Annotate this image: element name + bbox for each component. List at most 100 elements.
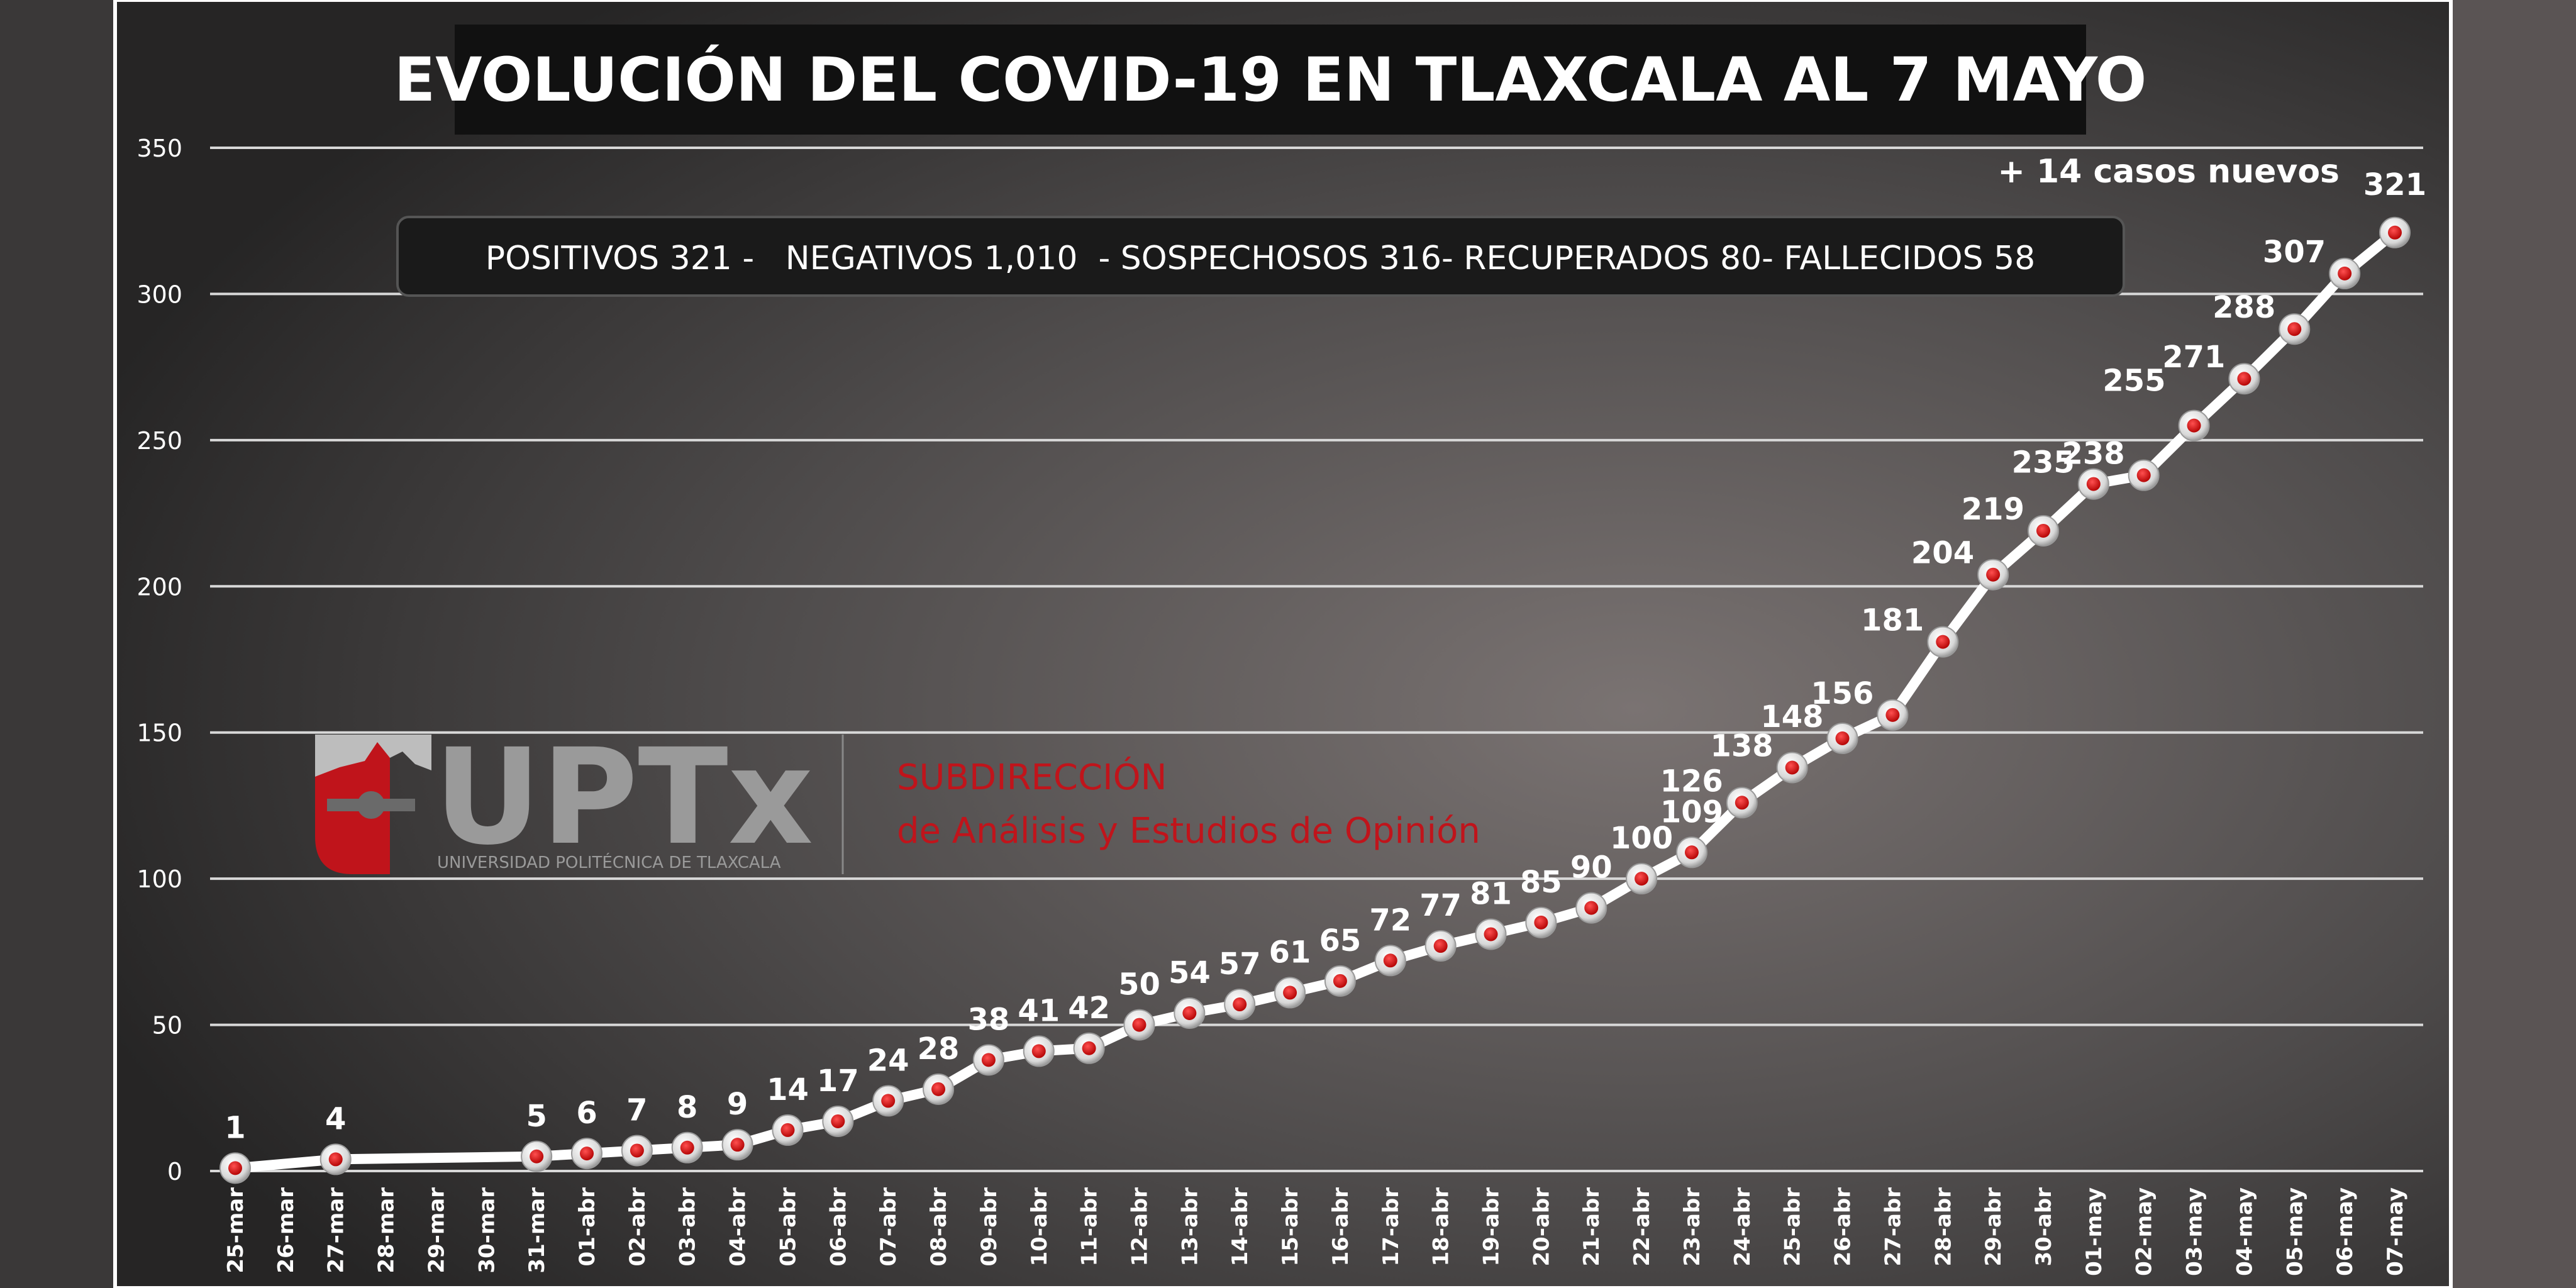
data-point-center [780, 1123, 795, 1137]
x-tick-label: 07-abr [876, 1187, 901, 1267]
data-point-center [1031, 1044, 1046, 1058]
data-point-center [1735, 796, 1749, 810]
data-point-center [228, 1161, 242, 1175]
x-tick-label: 10-abr [1027, 1187, 1052, 1267]
data-point-center [2388, 225, 2402, 240]
data-label: 1 [225, 1110, 245, 1145]
chart-area [113, 0, 2453, 1288]
x-tick-label: 14-abr [1228, 1187, 1253, 1267]
x-tick-label: 16-abr [1328, 1187, 1353, 1267]
logo-emblem-bar [327, 799, 415, 811]
data-label: 238 [2062, 436, 2124, 472]
data-point-center [630, 1143, 644, 1158]
data-point-center [580, 1146, 594, 1161]
data-point-center [2187, 418, 2201, 433]
x-tick-label: 30-abr [2031, 1187, 2057, 1267]
data-label: 255 [2102, 364, 2165, 399]
x-tick-label: 28-mar [374, 1187, 399, 1274]
x-tick-label: 12-abr [1127, 1187, 1152, 1267]
data-label: 54 [1169, 955, 1211, 991]
data-point-center [831, 1114, 845, 1128]
data-label: 24 [867, 1043, 909, 1078]
data-label: 109 [1660, 794, 1723, 830]
data-point-center [328, 1152, 343, 1167]
data-label: 156 [1811, 676, 1874, 711]
data-label: 14 [767, 1072, 809, 1108]
data-point-center [1936, 635, 1950, 649]
data-label: 65 [1319, 923, 1362, 958]
data-point-center [1584, 901, 1599, 915]
new-cases-annotation: + 14 casos nuevos [1997, 153, 2340, 191]
dept-line2: de Análisis y Estudios de Opinión [897, 811, 1480, 852]
x-tick-label: 04-abr [726, 1187, 751, 1267]
side-blur-left [0, 0, 113, 1288]
x-tick-label: 11-abr [1077, 1187, 1102, 1267]
data-point-center [1835, 731, 1850, 746]
data-label: 17 [817, 1063, 859, 1099]
data-label: 307 [2263, 235, 2326, 270]
dept-line1: SUBDIRECCIÓN [897, 757, 1167, 798]
x-tick-label: 21-abr [1579, 1187, 1604, 1267]
x-tick-label: 18-abr [1429, 1187, 1454, 1267]
x-tick-label: 24-abr [1730, 1187, 1755, 1267]
x-tick-label: 19-abr [1479, 1187, 1504, 1267]
stats-box [396, 216, 2125, 297]
data-point-center [530, 1149, 544, 1163]
data-point-center [2036, 523, 2050, 538]
y-tick-label: 0 [167, 1158, 182, 1185]
side-blur-right [2453, 0, 2576, 1288]
x-tick-label: 25-mar [223, 1187, 248, 1274]
title-box [455, 25, 2086, 135]
x-tick-label: 28-abr [1931, 1187, 1956, 1267]
logo-wordmark: UPTx [434, 720, 813, 874]
x-tick-label: 27-abr [1880, 1187, 1906, 1267]
data-label: 81 [1470, 876, 1512, 911]
data-label: 148 [1760, 699, 1823, 735]
data-point-center [1885, 708, 1900, 722]
data-point-center [1986, 567, 2001, 582]
data-label: 219 [1962, 492, 2024, 527]
x-tick-label: 13-abr [1177, 1187, 1202, 1267]
x-tick-label: 02-may [2132, 1187, 2157, 1276]
data-point-center [730, 1138, 745, 1152]
data-label: 181 [1861, 603, 1924, 638]
x-tick-label: 22-abr [1629, 1187, 1655, 1267]
y-tick-label: 100 [136, 865, 182, 893]
data-label: 72 [1369, 902, 1411, 938]
x-tick-label: 03-may [2182, 1187, 2207, 1276]
data-point-center [1383, 953, 1397, 968]
data-point-center [1182, 1006, 1197, 1020]
y-tick-label: 350 [136, 135, 182, 162]
y-tick-label: 200 [136, 573, 182, 601]
x-tick-label: 15-abr [1278, 1187, 1303, 1267]
data-point-center [1433, 939, 1448, 953]
data-label: 100 [1610, 821, 1673, 856]
data-point-center [2287, 322, 2302, 336]
data-label: 126 [1660, 763, 1723, 799]
series-line [235, 228, 2399, 1174]
data-label: 6 [576, 1096, 597, 1131]
x-tick-label: 06-may [2333, 1187, 2358, 1276]
x-tick-label: 04-may [2232, 1187, 2257, 1276]
data-point-center [1283, 985, 1297, 1000]
data-label: 61 [1269, 935, 1311, 970]
uptx-logo: UPTx UNIVERSIDAD POLITÉCNICA DE TLAXCALA… [315, 720, 1480, 874]
chart-title: EVOLUCIÓN DEL COVID-19 EN TLAXCALA AL 7 … [394, 44, 2147, 115]
data-label: 8 [677, 1090, 697, 1125]
data-point-center [931, 1082, 946, 1096]
x-tick-label: 30-mar [474, 1187, 499, 1274]
data-label: 4 [325, 1101, 346, 1136]
data-label: 7 [626, 1092, 647, 1128]
data-point-center [1082, 1041, 1096, 1055]
x-tick-label: 25-abr [1780, 1187, 1806, 1267]
x-tick-label: 01-may [2082, 1187, 2107, 1276]
x-tick-label: 08-abr [926, 1187, 952, 1267]
data-label: 28 [918, 1031, 960, 1067]
data-point-center [2237, 372, 2251, 386]
x-tick-label: 17-abr [1379, 1187, 1404, 1267]
x-tick-label: 02-abr [625, 1187, 650, 1267]
data-point-center [2136, 468, 2151, 482]
data-point-center [1484, 927, 1498, 941]
data-label: 38 [968, 1002, 1010, 1037]
data-point-center [1132, 1018, 1146, 1032]
